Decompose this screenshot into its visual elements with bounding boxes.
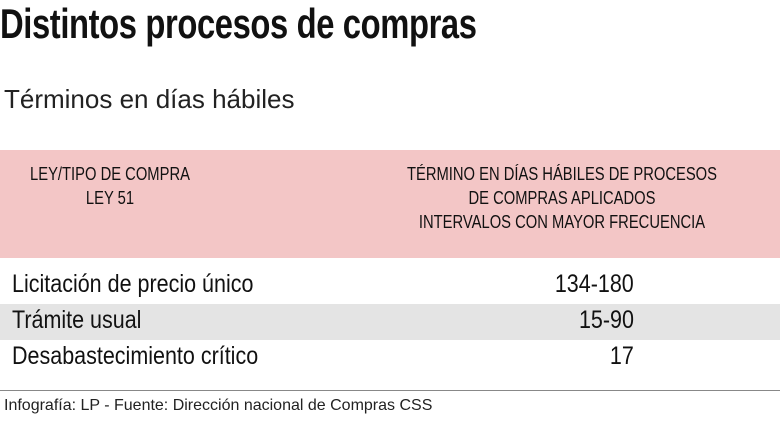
header-line: DE COMPRAS APLICADOS — [468, 188, 656, 208]
header-line: LEY 51 — [85, 188, 135, 208]
table-row: Trámite usual 15-90 — [0, 304, 780, 340]
header-line: LEY/TIPO DE COMPRA — [30, 164, 190, 184]
source: Infografía: LP - Fuente: Dirección nacio… — [4, 397, 433, 414]
table-cell: 134-180 — [555, 270, 634, 298]
header-line: TÉRMINO EN DÍAS HÁBILES DE PROCESOS — [406, 164, 718, 184]
table-row: Desabastecimiento crítico 17 — [0, 340, 780, 376]
table-header: LEY/TIPO DE COMPRA LEY 51 TÉRMINO EN DÍAS… — [0, 150, 780, 258]
table-cell: Licitación de precio único — [12, 270, 254, 298]
title: Distintos procesos de compras — [0, 0, 477, 47]
table-row: Licitación de precio único 134-180 — [0, 268, 780, 304]
subtitle: Términos en días hábiles — [4, 84, 295, 114]
table-cell: 17 — [610, 342, 634, 370]
table-cell: Desabastecimiento crítico — [12, 342, 259, 370]
header-line: INTERVALOS CON MAYOR FRECUENCIA — [418, 212, 706, 232]
header-cell: TÉRMINO EN DÍAS HÁBILES DE PROCESOS DE CO… — [362, 162, 762, 234]
divider — [0, 390, 780, 391]
table-cell: Trámite usual — [12, 306, 142, 334]
table-cell: 15-90 — [579, 306, 634, 334]
header-cell: LEY/TIPO DE COMPRA LEY 51 — [10, 162, 210, 210]
